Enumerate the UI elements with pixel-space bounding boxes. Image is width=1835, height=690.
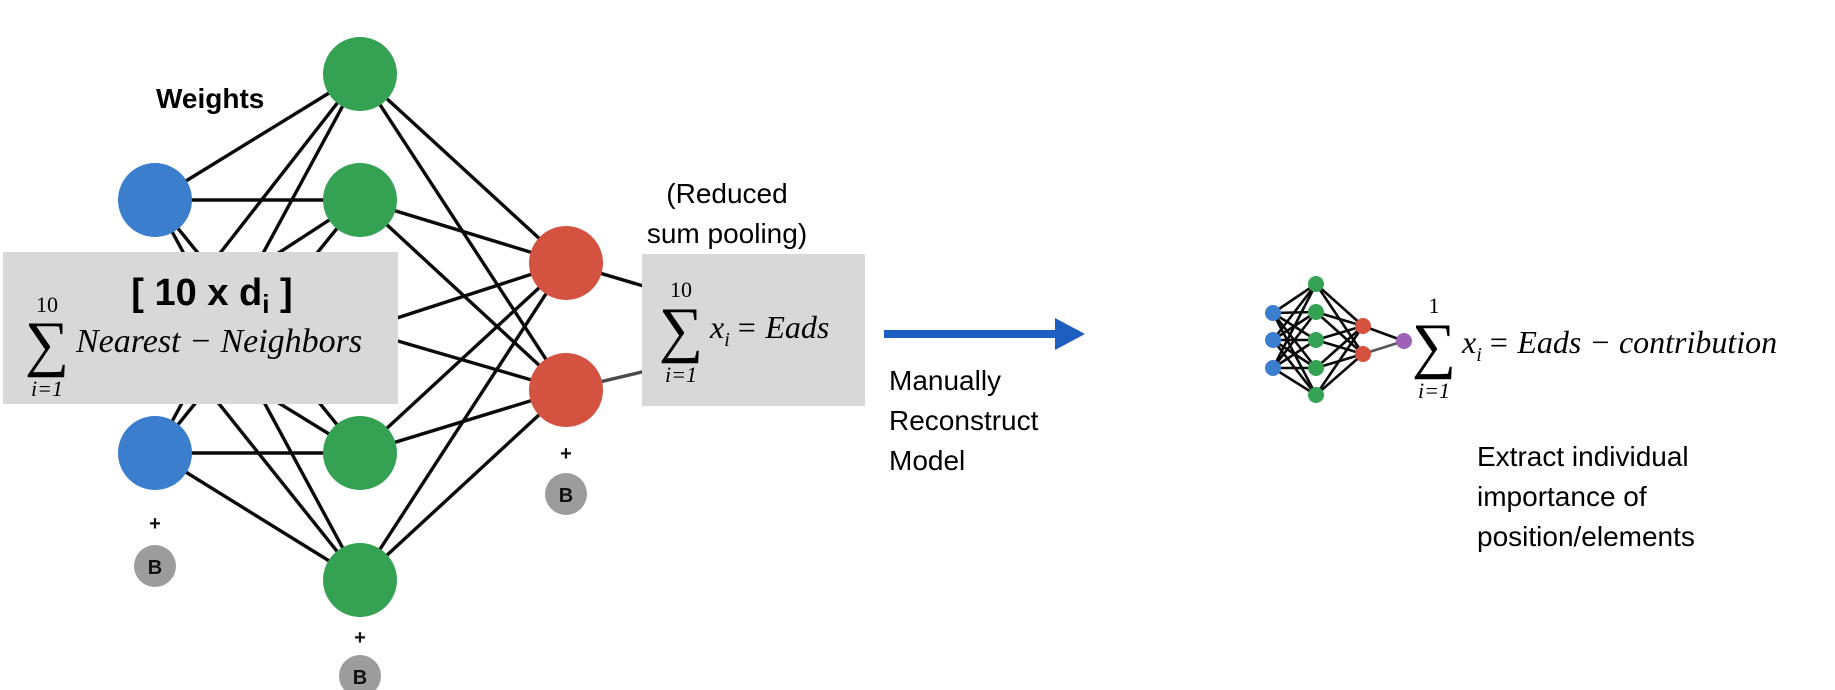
nearest-neighbors-box: [ 10 x di ] 10 ∑ i=1 Nearest − Neighbors (3, 252, 398, 404)
bias-plus: + (354, 627, 366, 649)
small-input-node (1265, 360, 1281, 376)
sum-symbol: ∑ (25, 310, 69, 378)
hidden-layer (323, 37, 397, 617)
arrow-label-line1: Manually (889, 365, 1001, 396)
sum-lower: i=1 (31, 376, 63, 401)
arrow-head (1055, 318, 1085, 350)
small-input-node (1265, 332, 1281, 348)
sum-upper: 10 (670, 277, 692, 302)
title-subscript: i (262, 289, 269, 319)
small-hidden-node (1308, 360, 1324, 376)
arrow-label-line3: Model (889, 445, 965, 476)
input-layer (118, 163, 192, 490)
sum-upper: 10 (36, 292, 58, 317)
weights-label: Weights (156, 83, 264, 114)
bias-hidden: + B (339, 627, 381, 690)
hidden-node (323, 37, 397, 111)
extract-label-line1: Extract individual (1477, 441, 1689, 472)
small-hidden-node (1308, 276, 1324, 292)
small-hidden-node (1308, 387, 1324, 403)
sum-lower: i=1 (1418, 378, 1450, 403)
bias-output: + B (545, 443, 587, 515)
bias-letter: B (148, 557, 162, 579)
reconstruct-arrow (884, 318, 1085, 350)
input-node (118, 163, 192, 237)
bias-input: + B (134, 513, 176, 587)
bias-plus: + (149, 513, 161, 535)
small-hidden-node (1308, 304, 1324, 320)
input-node (118, 416, 192, 490)
small-input-node (1265, 305, 1281, 321)
small-output-node (1355, 318, 1371, 334)
contribution-formula: 1 ∑ i=1 xi = Eads − contribution (1412, 293, 1777, 403)
output-node (529, 226, 603, 300)
small-hidden-node (1308, 332, 1324, 348)
bias-node (339, 655, 381, 690)
bias-node (134, 545, 176, 587)
sum-symbol: ∑ (1412, 312, 1456, 380)
small-output-node (1355, 346, 1371, 362)
sum-body: Nearest − Neighbors (75, 323, 362, 360)
bias-node (545, 473, 587, 515)
hidden-node (323, 416, 397, 490)
input-box-background (3, 252, 398, 404)
pooling-label-line1: (Reduced (666, 178, 787, 209)
output-node (529, 353, 603, 427)
sum-pooling-box: 10 ∑ i=1 xi = Eads (642, 254, 865, 406)
pooling-box-background (642, 254, 865, 406)
bias-plus: + (560, 443, 572, 465)
bias-letter: B (559, 485, 573, 507)
input-box-title: [ 10 x di ] (131, 272, 292, 319)
sum-lower: i=1 (665, 362, 697, 387)
sum-symbol: ∑ (659, 296, 703, 364)
hidden-node (323, 543, 397, 617)
output-layer (529, 226, 603, 427)
pool-equation: xi = Eads (709, 309, 829, 351)
contribution-equation: xi = Eads − contribution (1461, 324, 1777, 366)
sum-upper: 1 (1429, 293, 1440, 318)
arrow-label-line2: Reconstruct (889, 405, 1039, 436)
pooling-label-line2: sum pooling) (647, 218, 807, 249)
extract-label-line2: importance of (1477, 481, 1647, 512)
small-hidden-to-output-edges (1314, 283, 1365, 396)
small-final-node (1396, 333, 1412, 349)
extract-label-line3: position/elements (1477, 521, 1695, 552)
hidden-node (323, 163, 397, 237)
bias-letter: B (353, 667, 367, 689)
small-network (1265, 276, 1412, 403)
